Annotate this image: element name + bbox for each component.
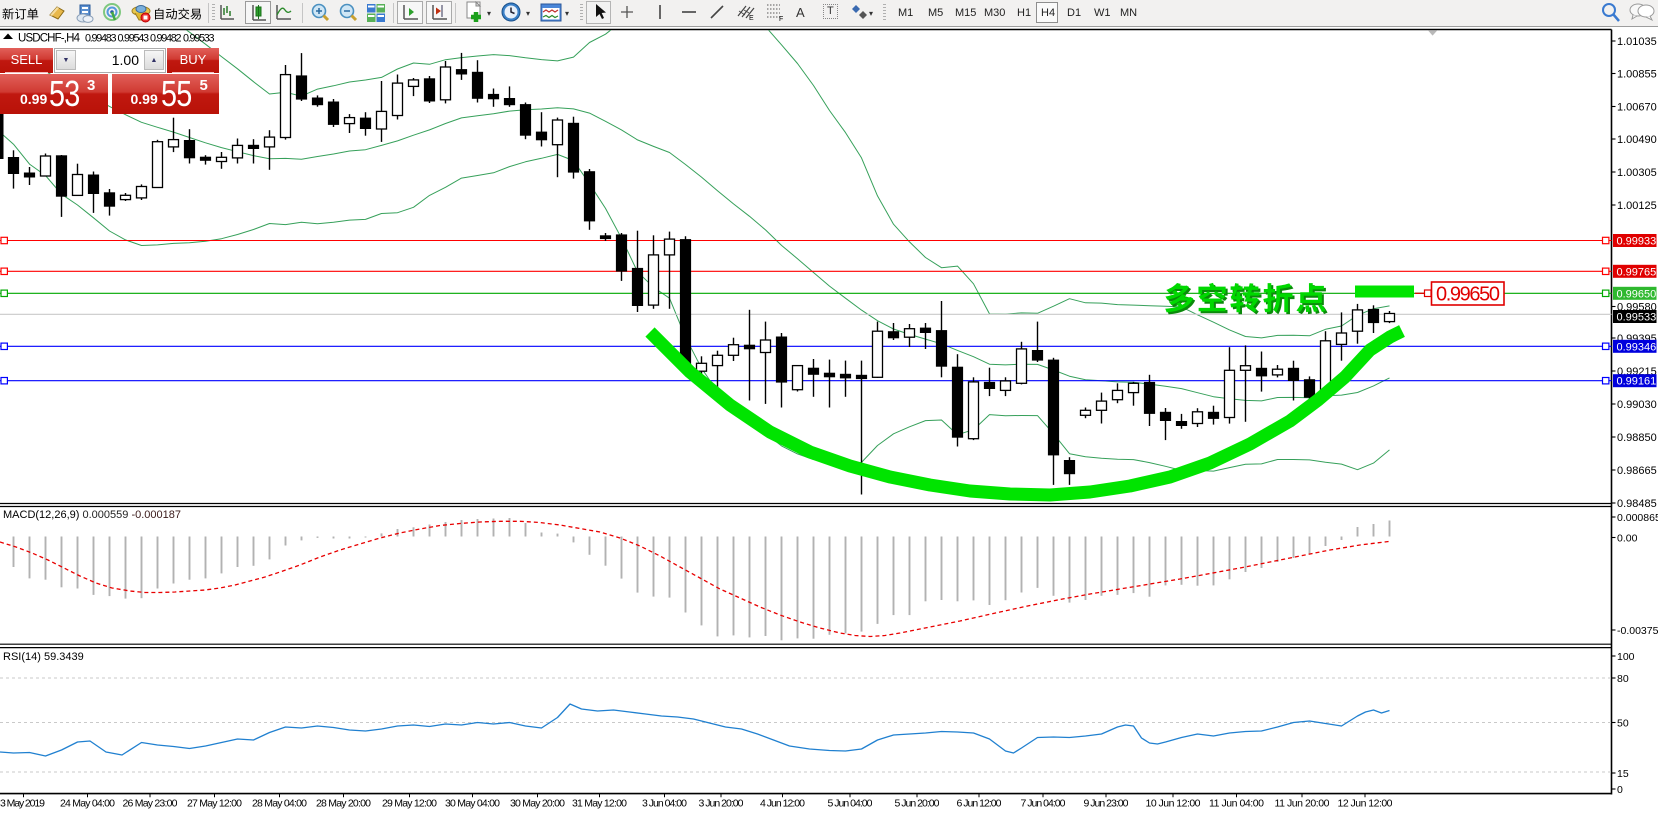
svg-text:15: 15 xyxy=(1617,768,1629,780)
svg-text:24 May 04:00: 24 May 04:00 xyxy=(60,798,115,810)
svg-text:0.99482: 0.99482 xyxy=(150,33,182,45)
svg-text:1.00125: 1.00125 xyxy=(1617,200,1657,212)
svg-text:80: 80 xyxy=(1617,673,1629,685)
svg-text:26 May 23:00: 26 May 23:00 xyxy=(123,798,178,810)
svg-text:0.99650: 0.99650 xyxy=(1436,284,1500,306)
svg-text:1.01035: 1.01035 xyxy=(1617,36,1657,48)
svg-text:0.99030: 0.99030 xyxy=(1617,399,1657,411)
svg-text:10 Jun 12:00: 10 Jun 12:00 xyxy=(1146,798,1201,810)
svg-text:E: E xyxy=(749,15,754,22)
svg-text:1.00670: 1.00670 xyxy=(1617,102,1657,114)
svg-text:0.99765: 0.99765 xyxy=(1617,266,1657,278)
svg-text:0.000865: 0.000865 xyxy=(1617,512,1658,524)
svg-text:1.00305: 1.00305 xyxy=(1617,167,1657,179)
svg-text:30 May 04:00: 30 May 04:00 xyxy=(445,798,500,810)
svg-text:0.99533: 0.99533 xyxy=(1617,312,1657,324)
svg-text:0.98850: 0.98850 xyxy=(1617,432,1657,444)
svg-text:3 Jun 04:00: 3 Jun 04:00 xyxy=(642,798,687,810)
svg-text:9 Jun 23:00: 9 Jun 23:00 xyxy=(1084,798,1129,810)
svg-text:11 Jun 20:00: 11 Jun 20:00 xyxy=(1275,798,1330,810)
svg-text:28 May 20:00: 28 May 20:00 xyxy=(316,798,371,810)
svg-text:RSI(14) 59.3439: RSI(14) 59.3439 xyxy=(3,651,84,663)
svg-text:0.99346: 0.99346 xyxy=(1617,341,1657,353)
svg-text:3 May 2019: 3 May 2019 xyxy=(0,798,45,810)
svg-text:USDCHF-,H4: USDCHF-,H4 xyxy=(18,33,81,45)
svg-text:MACD(12,26,9) 0.000559 -0.0001: MACD(12,26,9) 0.000559 -0.000187 xyxy=(3,509,181,521)
svg-text:0.99543: 0.99543 xyxy=(118,33,150,45)
svg-text:7 Jun 04:00: 7 Jun 04:00 xyxy=(1021,798,1066,810)
svg-text:0.99533: 0.99533 xyxy=(183,33,215,45)
svg-text:11 Jun 04:00: 11 Jun 04:00 xyxy=(1209,798,1264,810)
svg-text:5 Jun 04:00: 5 Jun 04:00 xyxy=(828,798,873,810)
svg-text:1.00855: 1.00855 xyxy=(1617,69,1657,81)
svg-text:100: 100 xyxy=(1617,651,1635,663)
svg-text:30 May 20:00: 30 May 20:00 xyxy=(510,798,565,810)
svg-text:0.98485: 0.98485 xyxy=(1617,498,1657,510)
svg-text:50: 50 xyxy=(1617,718,1629,730)
svg-text:F: F xyxy=(779,16,783,22)
svg-text:0: 0 xyxy=(1617,784,1623,796)
svg-text:31 May 12:00: 31 May 12:00 xyxy=(572,798,627,810)
svg-text:-0.003753: -0.003753 xyxy=(1617,625,1658,637)
svg-text:3 Jun 20:00: 3 Jun 20:00 xyxy=(699,798,744,810)
svg-text:1.00490: 1.00490 xyxy=(1617,134,1657,146)
svg-text:27 May 12:00: 27 May 12:00 xyxy=(187,798,242,810)
svg-text:12 Jun 12:00: 12 Jun 12:00 xyxy=(1338,798,1393,810)
svg-text:6 Jun 12:00: 6 Jun 12:00 xyxy=(957,798,1002,810)
svg-text:0.99650: 0.99650 xyxy=(1617,288,1657,300)
svg-text:0.99483: 0.99483 xyxy=(85,33,117,45)
svg-text:0.99161: 0.99161 xyxy=(1617,376,1657,388)
svg-text:0.00: 0.00 xyxy=(1617,533,1638,545)
svg-text:0.98665: 0.98665 xyxy=(1617,465,1657,477)
svg-text:5 Jun 20:00: 5 Jun 20:00 xyxy=(895,798,940,810)
svg-text:28 May 04:00: 28 May 04:00 xyxy=(252,798,307,810)
svg-text:29 May 12:00: 29 May 12:00 xyxy=(382,798,437,810)
svg-text:0.99933: 0.99933 xyxy=(1617,236,1657,248)
svg-text:4 Jun 12:00: 4 Jun 12:00 xyxy=(760,798,805,810)
